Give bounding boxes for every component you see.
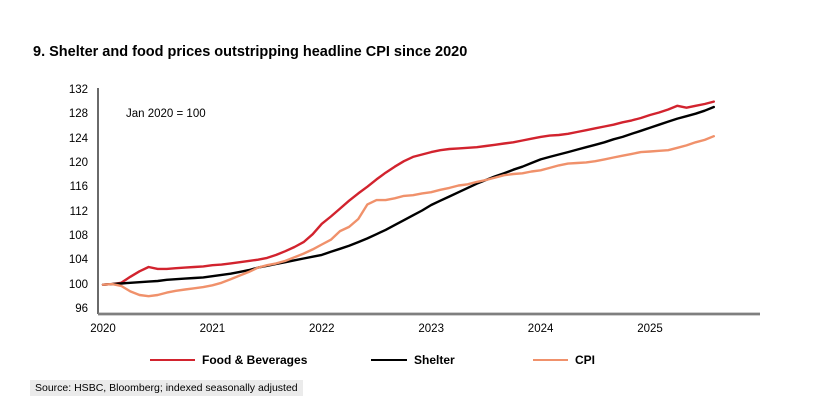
legend-swatch-cpi <box>533 358 568 362</box>
x-tick-label-2025: 2025 <box>637 323 663 335</box>
x-tick-label-2023: 2023 <box>418 323 444 335</box>
legend-item-food-beverages: Food & Beverages <box>150 352 307 368</box>
legend-swatch-food-beverages <box>150 358 195 362</box>
source-note: Source: HSBC, Bloomberg; indexed seasona… <box>30 380 303 396</box>
x-tick-label-2021: 2021 <box>199 323 226 335</box>
legend-label-cpi: CPI <box>575 353 596 367</box>
y-tick-label-124: 124 <box>68 132 88 145</box>
index-base-annotation: Jan 2020 = 100 <box>126 108 206 120</box>
y-tick-label-96: 96 <box>75 303 88 315</box>
x-tick-label-2022: 2022 <box>309 323 335 335</box>
legend-label-shelter: Shelter <box>414 353 455 367</box>
x-tick-label-2024: 2024 <box>527 323 554 335</box>
y-tick-label-128: 128 <box>68 108 88 121</box>
series-line-shelter <box>101 105 715 286</box>
y-tick-label-104: 104 <box>68 254 88 267</box>
legend-swatch-shelter <box>371 358 407 362</box>
series-line-food-beverages <box>101 100 715 286</box>
y-tick-label-112: 112 <box>69 205 88 218</box>
series-line-cpi <box>101 134 715 298</box>
y-tick-label-132: 132 <box>68 84 88 96</box>
x-tick-label-2020: 2020 <box>90 323 116 335</box>
y-tick-label-120: 120 <box>68 157 88 169</box>
chart-title: 9. Shelter and food prices outstripping … <box>33 44 468 60</box>
legend-item-shelter: Shelter <box>371 352 455 368</box>
y-tick-label-108: 108 <box>68 230 88 242</box>
y-tick-label-116: 116 <box>69 181 88 194</box>
y-tick-label-100: 100 <box>68 278 88 291</box>
legend-item-cpi: CPI <box>533 352 595 368</box>
legend-label-food-beverages: Food & Beverages <box>202 353 308 367</box>
